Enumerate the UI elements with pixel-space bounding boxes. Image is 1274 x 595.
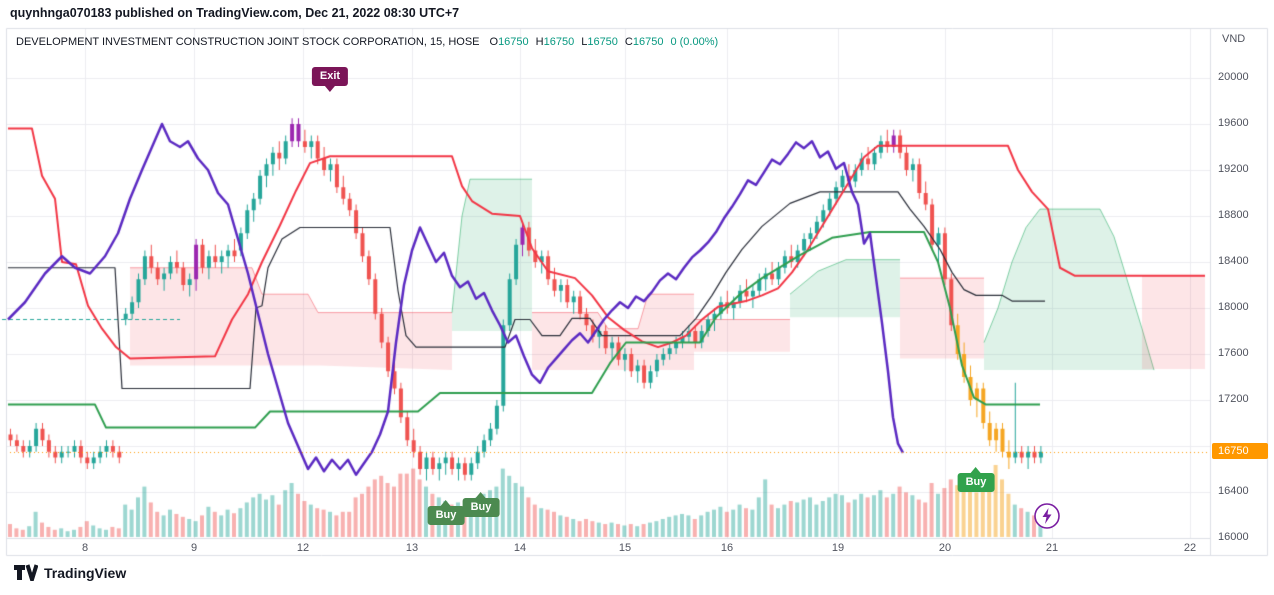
high-label: H [535, 36, 544, 48]
time-tick-label: 19 [831, 542, 845, 554]
price-tick-label: 19600 [1218, 117, 1249, 129]
publish-info: quynhnga070183 published on TradingView.… [10, 6, 460, 20]
trade-marker-buy[interactable]: Buy [957, 467, 995, 492]
marker-pointer [441, 500, 451, 506]
lightning-icon [1034, 503, 1060, 529]
open-label: O [489, 36, 499, 48]
close-value: 16750 [632, 36, 664, 48]
marker-pointer [325, 86, 335, 92]
chart-legend[interactable]: DEVELOPMENT INVESTMENT CONSTRUCTION JOIN… [16, 36, 718, 48]
time-tick-label: 14 [513, 542, 527, 554]
symbol-title[interactable]: DEVELOPMENT INVESTMENT CONSTRUCTION JOIN… [16, 36, 480, 48]
tradingview-attribution[interactable]: TradingView [14, 564, 126, 581]
flash-boost-button[interactable] [1033, 502, 1061, 530]
last-price-badge: 16750 [1212, 442, 1268, 459]
price-tick-label: 18800 [1218, 209, 1249, 221]
currency-label: VND [1222, 33, 1246, 45]
brand-name[interactable]: TradingView [44, 564, 127, 581]
change-value: 0 (0.00%) [670, 36, 719, 48]
marker-pointer [971, 467, 981, 473]
trade-marker-buy[interactable]: Buy [462, 492, 500, 517]
price-tick-label: 17200 [1218, 393, 1249, 405]
price-tick-label: 18400 [1218, 255, 1249, 267]
time-tick-label: 15 [618, 542, 632, 554]
time-tick-label: 12 [296, 542, 310, 554]
price-tick-label: 16400 [1218, 485, 1249, 497]
trade-marker-buy[interactable]: Buy [427, 500, 465, 525]
low-value: 16750 [587, 36, 618, 48]
time-tick-label: 21 [1045, 542, 1059, 554]
time-tick-label: 16 [720, 542, 734, 554]
tradingview-logo-icon [14, 564, 38, 581]
low-label: L [581, 36, 588, 48]
trade-marker-exit[interactable]: Exit [311, 67, 349, 92]
ohlc-values: O16750 H16750 L16750 C16750 0 (0.00%) [490, 36, 719, 48]
time-tick-label: 13 [405, 542, 419, 554]
open-value: 16750 [498, 36, 529, 48]
price-tick-label: 16000 [1218, 531, 1249, 543]
close-label: C [624, 36, 633, 48]
time-tick-label: 22 [1183, 542, 1197, 554]
price-tick-label: 17600 [1218, 347, 1249, 359]
price-tick-label: 20000 [1218, 71, 1249, 83]
price-tick-label: 19200 [1218, 163, 1249, 175]
high-value: 16750 [543, 36, 575, 48]
time-tick-label: 9 [190, 542, 198, 554]
time-tick-label: 20 [938, 542, 952, 554]
time-tick-label: 8 [81, 542, 89, 554]
marker-pointer [476, 492, 486, 498]
price-tick-label: 18000 [1218, 301, 1249, 313]
